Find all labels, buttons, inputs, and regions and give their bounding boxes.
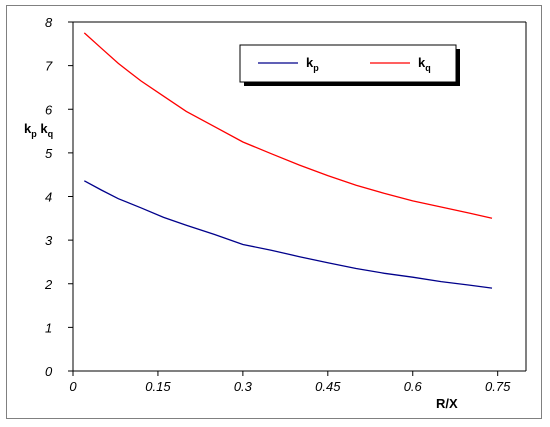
x-tick-label: 0.15 <box>145 379 171 394</box>
y-axis-title: kp kq <box>24 121 53 139</box>
y-tick-label: 3 <box>45 233 53 248</box>
series-line-kq <box>83 32 493 219</box>
x-tick-label: 0 <box>69 379 77 394</box>
y-tick-label: 0 <box>45 364 53 379</box>
legend: kp kq <box>239 44 460 86</box>
y-tick-label: 2 <box>44 277 53 292</box>
series-group <box>83 32 493 289</box>
y-ticks: 0 1 2 3 4 5 6 7 8 <box>44 15 73 379</box>
y-tick-label: 4 <box>45 190 52 205</box>
x-tick-label: 0.3 <box>234 379 253 394</box>
y-tick-label: 5 <box>45 146 53 161</box>
x-axis-title: R/X <box>436 396 458 411</box>
legend-label-kq: kq <box>418 55 431 73</box>
x-tick-label: 0.75 <box>485 379 511 394</box>
legend-label-kp: kp <box>306 55 319 73</box>
y-tick-label: 6 <box>45 102 53 117</box>
x-ticks: 0 0.15 0.3 0.45 0.6 0.75 <box>69 371 511 394</box>
y-tick-label: 7 <box>45 59 53 74</box>
y-tick-label: 1 <box>45 320 52 335</box>
x-tick-label: 0.45 <box>315 379 341 394</box>
y-tick-label: 8 <box>45 15 53 30</box>
x-tick-label: 0.6 <box>404 379 423 394</box>
series-line-kp <box>83 180 493 289</box>
